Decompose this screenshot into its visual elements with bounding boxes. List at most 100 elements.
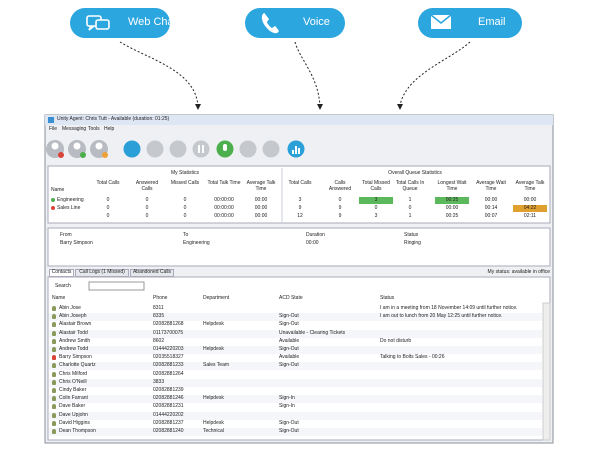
contact-column-header: Status bbox=[380, 295, 395, 301]
contact-cell: 02082881231 bbox=[153, 403, 184, 410]
menu-item[interactable]: Tools bbox=[88, 126, 100, 132]
stat-value: 0 bbox=[408, 204, 412, 211]
stat-value: 00:00 bbox=[445, 204, 459, 211]
total-value: 9 bbox=[338, 213, 342, 219]
stat-value: 00:00 bbox=[254, 196, 268, 203]
contact-cell[interactable]: Colin Farrant bbox=[59, 395, 88, 402]
contact-cell: Sign-Out bbox=[279, 428, 299, 434]
contact-cell: Technical bbox=[203, 428, 224, 434]
column-header: Total Calls bbox=[288, 180, 312, 186]
contact-cell: 02082881268 bbox=[153, 321, 184, 328]
contact-cell: 02082881264 bbox=[153, 370, 184, 377]
bubble bbox=[245, 8, 345, 38]
my-status: My status: available in office bbox=[487, 269, 550, 275]
contact-cell: Sign-Out bbox=[279, 321, 299, 328]
contact-icon bbox=[52, 404, 56, 410]
stats-panel bbox=[47, 165, 551, 224]
channel-label: Voice bbox=[303, 16, 330, 28]
toolbar bbox=[46, 140, 305, 158]
contact-icon bbox=[52, 420, 56, 426]
contact-cell[interactable]: Abin Jose bbox=[59, 305, 81, 311]
contact-cell: 02082881240 bbox=[153, 428, 184, 434]
contact-cell[interactable]: Alastair Brown bbox=[59, 321, 92, 328]
stat-value: 3 bbox=[374, 196, 378, 203]
channel-icons bbox=[86, 12, 452, 34]
menu-item[interactable]: Help bbox=[104, 126, 115, 132]
call-column-header: To bbox=[183, 232, 189, 238]
contact-cell[interactable]: Andrew Todd bbox=[59, 346, 89, 352]
column-header: Total Missed Calls bbox=[362, 180, 390, 192]
column-header: Total Calls In Queue bbox=[395, 180, 425, 192]
contact-cell: 01444220202 bbox=[153, 411, 184, 418]
contact-cell: Helpdesk bbox=[203, 419, 224, 426]
row-stripe bbox=[49, 428, 542, 436]
contact-cell: I am out to lunch from 20 May 12:25 unti… bbox=[380, 313, 503, 320]
column-header: Longest Wait Time bbox=[437, 180, 467, 192]
contact-cell: Do not disturb bbox=[380, 337, 412, 344]
call-cell: Ringing bbox=[404, 240, 421, 246]
contact-cell: Helpdesk bbox=[203, 321, 224, 328]
total-value: 00:00 bbox=[254, 213, 268, 219]
contact-cell: 8602 bbox=[153, 337, 165, 344]
contact-cell: Sign-Out bbox=[279, 313, 299, 320]
cell-highlight bbox=[513, 205, 547, 212]
contact-cell[interactable]: Charlotte Quartz bbox=[59, 362, 96, 369]
menu-item[interactable]: File bbox=[49, 126, 58, 132]
total-value: 12 bbox=[297, 213, 303, 219]
arrows bbox=[119, 41, 471, 107]
contact-cell: 01173700075 bbox=[153, 329, 184, 336]
stat-value: 1 bbox=[408, 196, 412, 203]
stat-value: 00:00 bbox=[484, 196, 498, 203]
stat-value: 00:00:00 bbox=[214, 196, 234, 203]
contact-icon bbox=[52, 322, 56, 328]
stat-value: 00:25 bbox=[445, 196, 459, 203]
call-column-header: Status bbox=[404, 232, 419, 238]
stat-value: 0 bbox=[106, 204, 110, 211]
total-value: 1 bbox=[408, 213, 412, 219]
tab[interactable]: Call Logs (1 Missed) bbox=[75, 269, 129, 277]
contact-cell[interactable]: Dave Upjohn bbox=[59, 411, 88, 418]
contact-icon bbox=[52, 355, 56, 361]
contact-cell[interactable]: Chris Milford bbox=[59, 370, 88, 377]
stat-value: 0 bbox=[145, 196, 149, 203]
row-stripe bbox=[49, 362, 542, 371]
contact-cell: 8311 bbox=[153, 305, 164, 311]
cell-highlight bbox=[435, 197, 469, 204]
channel-label: Email bbox=[478, 16, 506, 28]
contact-cell: I am in a meeting from 18 November 14:09… bbox=[380, 305, 518, 311]
contact-cell: Sign-Out bbox=[279, 346, 299, 352]
contact-cell[interactable]: Alastair Todd bbox=[59, 329, 88, 336]
contact-cell[interactable]: Chris O'Neill bbox=[59, 378, 87, 385]
contact-icon bbox=[52, 363, 56, 369]
call-cell: 00:00 bbox=[306, 240, 319, 246]
row-stripe bbox=[49, 346, 542, 354]
search-input[interactable] bbox=[88, 281, 145, 291]
contact-cell[interactable]: Abin Joseph bbox=[59, 313, 87, 320]
tab[interactable]: Abandoned Calls bbox=[130, 269, 174, 277]
contact-icon bbox=[52, 347, 56, 352]
contact-icon bbox=[52, 338, 56, 344]
contact-cell: Sign-In bbox=[279, 403, 295, 410]
contact-cell: Available bbox=[279, 337, 300, 344]
contact-icon bbox=[52, 306, 56, 311]
contact-cell[interactable]: Andrew Smith bbox=[59, 337, 91, 344]
contact-icon bbox=[52, 379, 56, 385]
stat-value: 00:00 bbox=[254, 204, 268, 211]
total-value: 00:07 bbox=[484, 213, 498, 219]
contact-icon bbox=[52, 371, 56, 377]
contact-cell: 3833 bbox=[153, 378, 165, 385]
contact-cell: 02035518327 bbox=[153, 354, 184, 361]
contact-column-header: ACD State bbox=[279, 295, 303, 301]
tab[interactable]: Contacts bbox=[49, 269, 74, 277]
scrollbar[interactable] bbox=[542, 302, 551, 441]
contact-cell[interactable]: Barry Simpson bbox=[59, 354, 92, 361]
total-value: 0 bbox=[106, 213, 110, 219]
contact-cell[interactable]: Cindy Baker bbox=[59, 387, 87, 393]
contact-cell[interactable]: Dave Baker bbox=[59, 403, 86, 410]
contact-cell[interactable]: David Higgins bbox=[59, 419, 90, 426]
menu-item[interactable]: Messaging bbox=[62, 126, 87, 132]
stat-value: 0 bbox=[145, 204, 149, 211]
contact-icon bbox=[52, 412, 56, 418]
contact-cell[interactable]: Dean Thompson bbox=[59, 428, 96, 434]
stat-value: 04:22 bbox=[523, 204, 537, 211]
